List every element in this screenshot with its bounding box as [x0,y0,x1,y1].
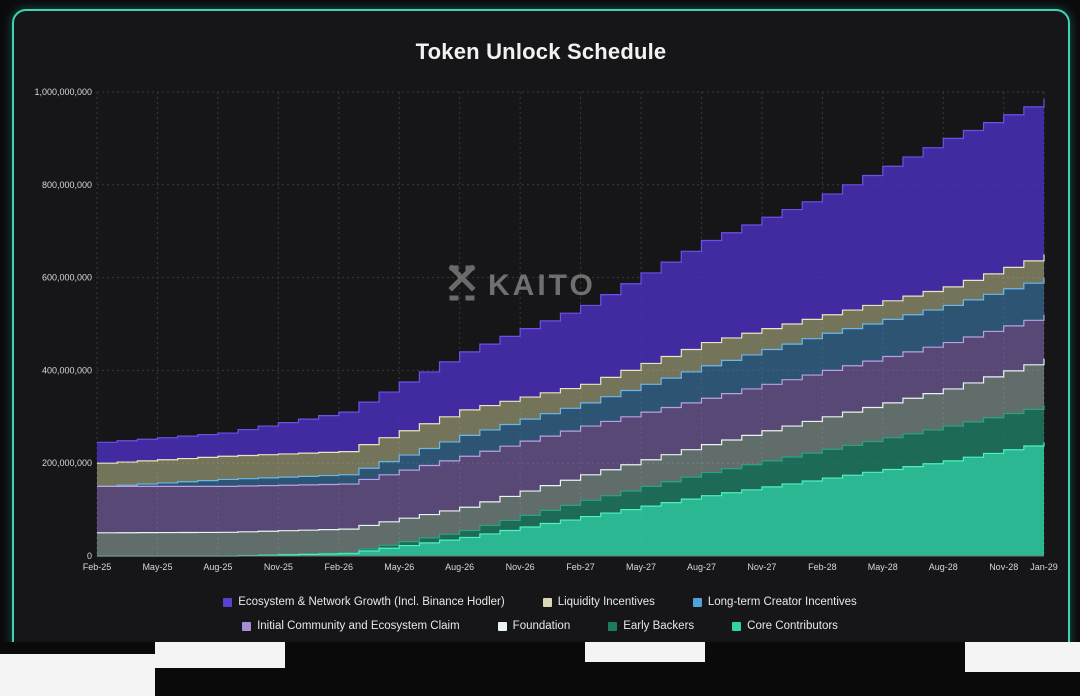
y-tick-label: 1,000,000,000 [34,87,92,97]
y-tick-label: 800,000,000 [42,180,92,190]
legend-item[interactable]: Core Contributors [732,620,838,632]
series-area [97,98,1044,464]
legend-label: Core Contributors [747,620,838,632]
x-tick-label: Feb-25 [83,562,112,572]
series-area [97,314,1044,533]
x-tick-label: Aug-28 [929,562,958,572]
series-line [97,314,1045,487]
kaito-watermark: KAITO [448,264,596,302]
x-tick-label: Nov-25 [264,562,293,572]
legend-swatch [732,621,742,631]
x-tick-label: May-26 [384,562,414,572]
series-line [97,358,1045,534]
series-line [97,277,1045,487]
cropped-footer [0,642,1080,696]
x-tick-label: Aug-25 [203,562,232,572]
legend-swatch [223,597,233,607]
x-tick-label: Nov-26 [506,562,535,572]
x-tick-label: Nov-27 [747,562,776,572]
x-tick-label: May-28 [868,562,898,572]
legend-label: Early Backers [623,620,695,632]
y-tick-label: 400,000,000 [42,365,92,375]
watermark-text: KAITO [488,269,596,302]
series-area [97,254,1044,487]
series-area [97,358,1044,556]
legend-swatch [542,597,552,607]
legend-item[interactable]: Liquidity Incentives [542,596,655,608]
x-tick-label: May-27 [626,562,656,572]
legend-label: Liquidity Incentives [557,596,655,608]
x-tick-label: Nov-28 [989,562,1018,572]
legend-swatch [242,621,252,631]
legend-swatch [497,621,507,631]
x-tick-label: Jan-29 [1030,562,1058,572]
series-line [97,98,1045,443]
legend-swatch [608,621,618,631]
x-tick-label: Aug-27 [687,562,716,572]
y-tick-label: 0 [87,551,92,561]
x-tick-label: Feb-27 [566,562,595,572]
legend-item[interactable]: Long-term Creator Incentives [692,596,857,608]
legend-label: Foundation [512,620,571,632]
legend-row: Initial Community and Ecosystem Claim Fou… [0,620,1080,632]
legend-label: Ecosystem & Network Growth (Incl. Binanc… [238,596,505,608]
areas [97,98,1045,557]
legend-item[interactable]: Early Backers [608,620,694,632]
kaito-logo-icon [448,264,476,301]
x-tick-label: May-25 [142,562,172,572]
legend-label: Long-term Creator Incentives [707,596,857,608]
x-tick-label: Feb-28 [808,562,837,572]
legend-item[interactable]: Foundation [497,620,571,632]
series-line [97,442,1045,557]
series-line [97,254,1045,464]
legend-item[interactable]: Ecosystem & Network Growth (Incl. Binanc… [223,596,505,608]
chart-title: Token Unlock Schedule [415,39,667,64]
series-area [97,442,1044,556]
legend-item[interactable]: Initial Community and Ecosystem Claim [242,620,460,632]
x-tick-label: Feb-26 [325,562,354,572]
x-tick-label: Aug-26 [445,562,474,572]
y-tick-label: 200,000,000 [42,458,92,468]
legend-row: Ecosystem & Network Growth (Incl. Binanc… [0,596,1080,608]
legend-swatch [692,597,702,607]
legend-label: Initial Community and Ecosystem Claim [257,620,460,632]
series-line [97,405,1045,557]
y-tick-label: 600,000,000 [42,273,92,283]
